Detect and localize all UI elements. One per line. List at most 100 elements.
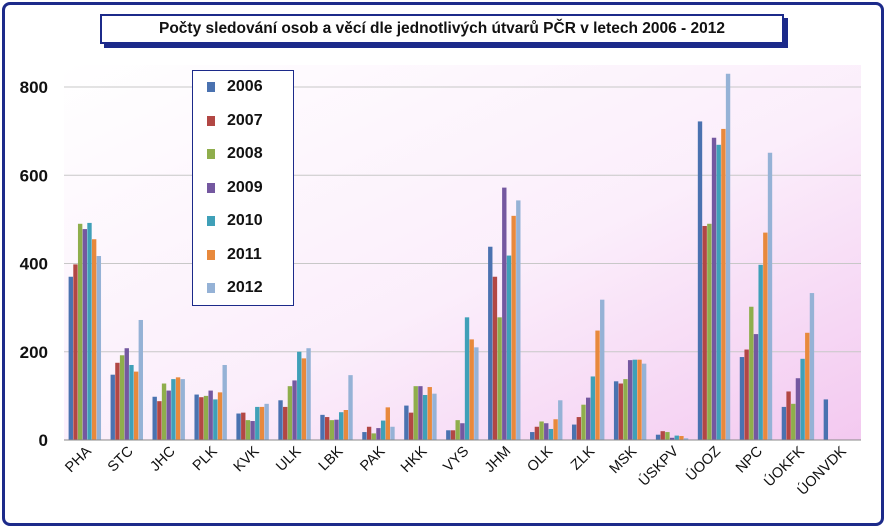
bar-2009-ÚOOZ (711, 137, 717, 441)
bar-2008-PHA (77, 223, 83, 440)
bar-2012-JHC (180, 379, 185, 440)
bar-2012-NPC (767, 152, 773, 440)
bar-2009-ÚSKPV (669, 437, 675, 440)
y-tick-label: 0 (39, 431, 48, 450)
y-tick-label: 400 (20, 255, 48, 274)
bar-2012-PLK (222, 364, 227, 440)
x-tick-label: HKK (398, 443, 431, 476)
bar-2011-ÚOOZ (721, 128, 726, 441)
bar-2012-ZLK (600, 299, 605, 440)
bar-2008-JHM (497, 317, 502, 440)
bar-2006-OLK (530, 432, 535, 440)
legend-item-2009: 2009 (207, 178, 263, 198)
bar-2009-PAK (376, 428, 381, 440)
legend-label: 2008 (227, 145, 263, 162)
bar-2007-LBK (324, 417, 330, 441)
bar-2011-JHC (175, 377, 181, 440)
bar-2009-LBK (334, 419, 339, 440)
bar-2012-ÚOOZ (725, 73, 731, 440)
x-tick-label: MSK (607, 443, 641, 477)
legend-swatch (207, 182, 215, 193)
bar-2011-MSK (637, 359, 642, 440)
x-tick-label: ÚOOZ (682, 443, 724, 485)
bar-2008-HKK (413, 386, 418, 440)
bar-2008-ÚSKPV (665, 432, 670, 440)
x-tick-label: PHA (62, 443, 95, 476)
x-tick-label: NPC (733, 444, 766, 477)
legend-swatch (207, 283, 215, 293)
bar-2010-ÚSKPV (674, 435, 679, 440)
bar-2006-VYS (446, 430, 451, 440)
legend-swatch (207, 149, 215, 159)
x-tick-label: JHM (482, 444, 514, 476)
bar-2006-ULK (278, 400, 283, 440)
bar-2010-OLK (548, 428, 554, 440)
bar-2012-VYS (474, 347, 479, 440)
bar-2007-HKK (408, 412, 414, 440)
x-tick-label: OLK (524, 443, 556, 475)
bar-2008-LBK (329, 420, 335, 440)
x-tick-label: ZLK (568, 443, 598, 473)
legend-swatch (207, 249, 215, 260)
y-tick-label: 200 (20, 343, 48, 362)
bar-2008-JHC (161, 383, 167, 440)
legend-item-2006: 2006 (207, 77, 263, 97)
bar-2010-ULK (297, 351, 302, 440)
legend-label: 2006 (227, 78, 263, 95)
bar-2006-ÚONVDK (823, 399, 829, 440)
bar-2011-PLK (217, 392, 223, 440)
bar-2006-JHC (152, 396, 157, 440)
bar-2008-ÚOKFK (791, 403, 796, 440)
bar-2007-OLK (534, 426, 540, 440)
bar-2012-HKK (432, 393, 437, 440)
bar-2009-VYS (460, 423, 465, 440)
x-tick-label: ULK (273, 443, 304, 474)
bar-2009-JHM (502, 187, 507, 440)
bar-2011-ÚSKPV (679, 436, 684, 440)
bar-2008-ÚOOZ (707, 223, 712, 440)
bar-2012-PAK (390, 426, 395, 440)
x-tick-label: VYS (440, 444, 472, 476)
x-axis-ticks: PHA STC JHC PLK KVK ULK LBK PAK HKK VYS JHM OLK ZLK M… (62, 443, 850, 499)
bar-2010-KVK (255, 406, 260, 440)
bar-2007-PLK (199, 397, 204, 440)
bar-2006-PLK (194, 394, 199, 440)
bar-2006-STC (110, 374, 115, 440)
bar-2007-ULK (283, 406, 288, 440)
legend: 2006 2007 2008 2009 2010 2011 2012 (192, 70, 294, 306)
bar-2007-ÚSKPV (660, 431, 665, 440)
legend-item-2008: 2008 (207, 144, 263, 164)
bar-2011-VYS (469, 339, 474, 440)
legend-item-2010: 2010 (207, 211, 263, 231)
bar-2006-LBK (320, 414, 325, 440)
bar-2008-NPC (749, 306, 754, 440)
bar-2009-KVK (250, 421, 255, 440)
bar-2009-MSK (627, 360, 633, 440)
legend-item-2011: 2011 (207, 245, 262, 265)
bar-2011-JHM (511, 215, 516, 440)
bar-2010-ÚOOZ (716, 144, 721, 441)
bar-2007-JHC (157, 401, 162, 440)
x-tick-label: STC (105, 444, 137, 476)
bar-2011-ZLK (595, 330, 600, 440)
bar-2012-MSK (641, 363, 647, 440)
bar-2011-STC (133, 371, 139, 440)
bar-2010-PAK (380, 420, 386, 440)
legend-label: 2007 (227, 111, 263, 129)
bar-2008-PAK (371, 433, 376, 440)
bar-2006-NPC (739, 357, 745, 440)
y-tick-label: 800 (20, 78, 48, 97)
bar-2008-OLK (539, 421, 544, 440)
legend-item-2012: 2012 (207, 278, 263, 298)
bar-2011-LBK (343, 410, 349, 440)
bar-2012-KVK (264, 403, 269, 440)
legend-swatch (207, 216, 215, 226)
bar-2007-ÚOOZ (702, 225, 707, 440)
bar-2006-JHM (488, 246, 493, 440)
y-tick-label: 600 (20, 166, 48, 185)
bar-2010-PLK (213, 399, 218, 440)
x-tick-label: ÚSKPV (635, 443, 682, 490)
bar-2008-ZLK (581, 404, 586, 440)
bar-2006-ÚSKPV (655, 434, 661, 440)
bar-2007-PAK (366, 426, 372, 440)
